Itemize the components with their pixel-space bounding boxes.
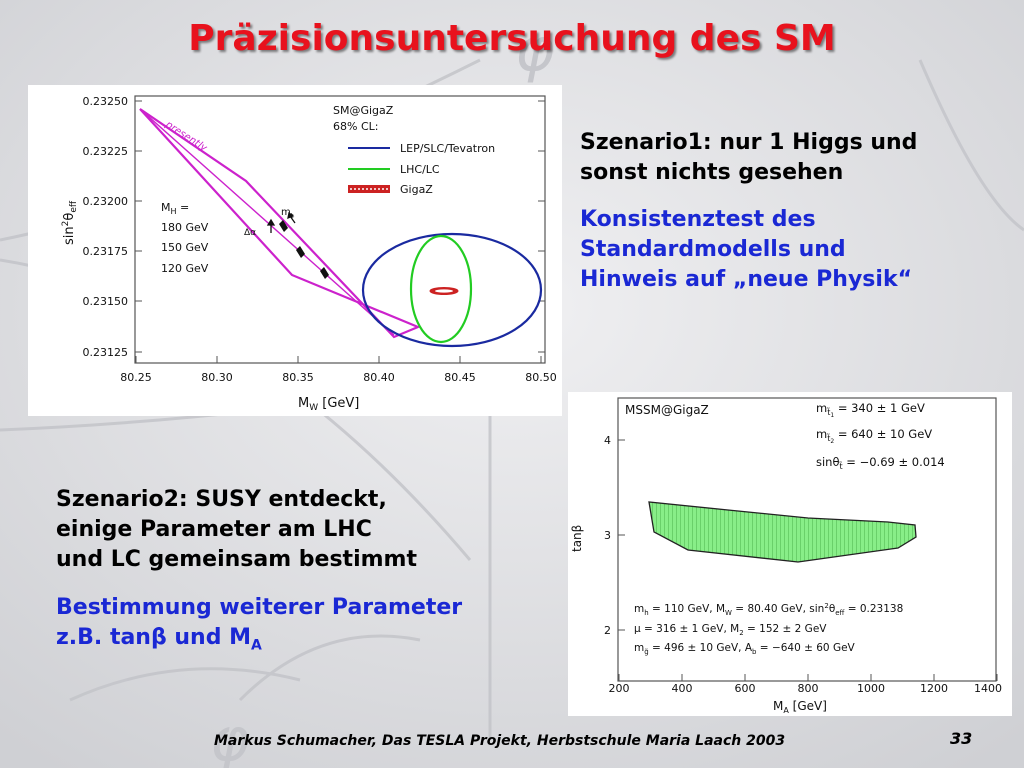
plot1-frame	[134, 95, 546, 364]
background-phi-glyph: φ	[210, 705, 250, 768]
mh-markers	[279, 220, 329, 279]
dalpha-arrow-head	[266, 218, 276, 226]
sm-gigaz-plot: 0.23250 0.23225 0.23200 0.23175 0.23150 0.231…	[28, 85, 562, 416]
legend-item-lep: LEP/SLC/Tevatron	[400, 142, 495, 155]
fixed-params: mh = 110 GeV, MW = 80.40 GeV, sin2θeff =…	[634, 602, 903, 656]
plot1-x-tick-label: 80.50	[525, 371, 557, 384]
scenario1-heading-line1: Szenario1: nur 1 Higgs und	[580, 130, 918, 155]
plot2-x-tick-label: 800	[798, 682, 819, 695]
plot1-y-tick-label: 0.23225	[83, 145, 129, 158]
marker-180	[279, 220, 288, 232]
scenario1-heading-line2: sonst nichts gesehen	[580, 160, 844, 185]
footer-credit: Markus Schumacher, Das TESLA Projekt, He…	[214, 733, 786, 749]
scenario1-conclusion-line1: Konsistenztest des	[580, 207, 816, 232]
legend-item-gigaz: GigaZ	[400, 183, 433, 196]
mh-value-150: 150 GeV	[161, 241, 209, 254]
plot2-x-axis: 200 400 600 800 1000 1200 1400	[609, 674, 1002, 695]
lhc-lc-ellipse	[409, 234, 473, 344]
plot1-y-tick-label: 0.23150	[83, 295, 129, 308]
marker-150	[296, 246, 305, 258]
plot1-x-tick-label: 80.45	[444, 371, 476, 384]
slide-title: Präzisionsuntersuchung des SM	[188, 18, 836, 59]
fixed-param-line3: mg̃ = 496 ± 10 GeV, Ab = −640 ± 60 GeV	[634, 642, 856, 656]
shift-arrows	[266, 211, 296, 233]
plot2-y-tick-label: 2	[604, 624, 611, 637]
scenario1-conclusion: Konsistenztest des Standardmodells und H…	[580, 205, 912, 295]
plot2-x-tick-label: 400	[672, 682, 693, 695]
scenario1-conclusion-line2: Standardmodells und	[580, 237, 846, 262]
sm-gigaz-chart: 0.23250 0.23225 0.23200 0.23175 0.23150 0.231…	[61, 95, 557, 413]
scenario2-heading-line1: Szenario2: SUSY entdeckt,	[56, 487, 387, 512]
param-mstop2: mt̃2 = 640 ± 10 GeV	[816, 427, 932, 445]
plot2-x-tick-label: 1000	[857, 682, 885, 695]
scenario2-heading-line2: einige Parameter am LHC	[56, 517, 372, 542]
fixed-param-line2: μ = 316 ± 1 GeV, M2 = 152 ± 2 GeV	[634, 623, 827, 637]
scenario2-heading-line3: und LC gemeinsam bestimmt	[56, 547, 417, 572]
scenario2-conclusion: Bestimmung weiterer Parameter z.B. tanβ …	[56, 593, 462, 660]
mh-value-180: 180 GeV	[161, 221, 209, 234]
mt-arrow-head	[287, 211, 295, 220]
scenario2-conclusion-line1: Bestimmung weiterer Parameter	[56, 595, 463, 620]
plot1-y-tick-label: 0.23125	[83, 346, 129, 359]
plot2-y-tick-label: 3	[604, 529, 611, 542]
blue-ellipse	[361, 232, 543, 348]
lep-band-edge	[139, 108, 395, 336]
plot1-x-tick-label: 80.35	[282, 371, 314, 384]
plot1-x-tick-label: 80.30	[201, 371, 233, 384]
background-phi-glyph: φ	[515, 15, 555, 85]
plot2-y-label: tanβ	[570, 525, 584, 552]
plot1-x-tick-label: 80.25	[120, 371, 152, 384]
scenario2-heading: Szenario2: SUSY entdeckt, einige Paramet…	[56, 485, 417, 575]
plot1-y-tick-label: 0.23250	[83, 95, 129, 108]
legend-item-lhc: LHC/LC	[400, 163, 440, 176]
plot1-y-tick-label: 0.23200	[83, 195, 129, 208]
plot2-y-tick-label: 4	[604, 434, 611, 447]
plot1-x-tick-label: 80.40	[363, 371, 395, 384]
lep-slc-tevatron-band	[139, 108, 421, 339]
plot2-x-tick-label: 1400	[974, 682, 1002, 695]
plot1-y-axis: 0.23250 0.23225 0.23200 0.23175 0.23150 0.231…	[83, 95, 545, 359]
plot1-y-tick-label: 0.23175	[83, 245, 129, 258]
param-sintheta: sinθt̃ = −0.69 ± 0.014	[816, 455, 945, 471]
legend-swatch-gigaz	[348, 185, 390, 193]
susy-params: mt̃1 = 340 ± 1 GeV mt̃2 = 640 ± 10 GeV s…	[816, 401, 945, 471]
marker-120	[320, 267, 329, 279]
plot1-y-label: sin2θeff	[61, 200, 79, 245]
plot2-x-tick-label: 200	[609, 682, 630, 695]
plot1-legend: SM@GigaZ 68% CL: LEP/SLC/Tevatron LHC/LC…	[333, 104, 495, 196]
scenario1-conclusion-line3: Hinweis auf „neue Physik“	[580, 267, 913, 292]
scenario1-heading: Szenario1: nur 1 Higgs und sonst nichts …	[580, 128, 917, 188]
beta-symbol: β	[150, 625, 167, 650]
plot2-frame	[617, 397, 997, 682]
fixed-param-line1: mh = 110 GeV, MW = 80.40 GeV, sin2θeff =…	[634, 602, 903, 617]
gigaz-ellipse-inner	[435, 289, 453, 293]
plot2-title: MSSM@GigaZ	[625, 403, 709, 417]
param-mstop1: mt̃1 = 340 ± 1 GeV	[816, 401, 925, 419]
plot1-x-label: MW [GeV]	[298, 396, 359, 413]
dalpha-label: Δα	[244, 228, 256, 238]
mssm-allowed-region	[648, 501, 917, 563]
mssm-gigaz-chart: 432 200 400 600 800 1000 1200 1400 MSSM@GigaZ …	[570, 397, 1002, 715]
legend-title-cl: 68% CL:	[333, 120, 378, 133]
scenario2-conclusion-line2: z.B. tanβ und MA	[56, 625, 262, 654]
plot2-y-axis: 4 3 2	[604, 434, 625, 637]
legend-title-sm-gigaz: SM@GigaZ	[333, 104, 394, 117]
mh-legend: MH = 180 GeV 150 GeV 120 GeV	[161, 201, 209, 275]
page-number: 33	[950, 729, 973, 748]
ma-subscript: A	[251, 637, 262, 654]
mh-value-120: 120 GeV	[161, 262, 209, 275]
mh-label: MH =	[161, 201, 189, 216]
plot1-x-axis: 80.25 80.30 80.35 80.40 80.45 80.50	[120, 356, 557, 384]
plot2-x-label: MA [GeV]	[773, 699, 827, 715]
mt-label: mt	[281, 207, 294, 220]
plot2-x-tick-label: 600	[735, 682, 756, 695]
plot2-x-tick-label: 1200	[920, 682, 948, 695]
